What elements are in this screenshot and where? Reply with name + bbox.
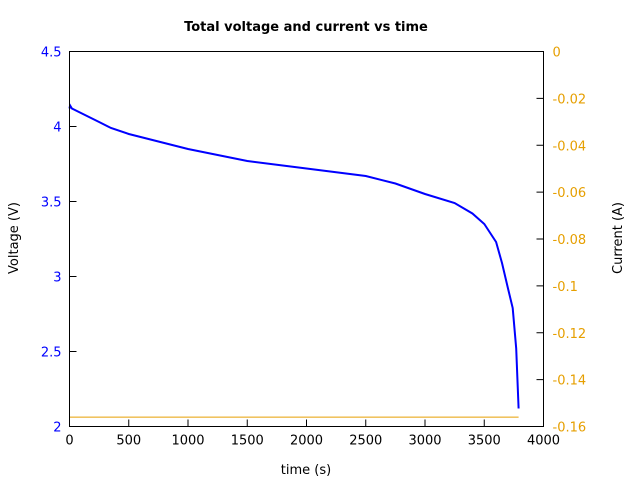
- x-tick-label: 1000: [171, 434, 204, 449]
- y-tick-label: 4.5: [41, 46, 62, 61]
- x-tick-label: 500: [116, 434, 141, 449]
- y2-tick-label: -0.04: [553, 139, 587, 154]
- y2-tick-label: -0.02: [553, 92, 587, 107]
- y2-tick-label: -0.06: [553, 186, 587, 201]
- x-tick-label: 4000: [527, 434, 560, 449]
- chart-title: Total voltage and current vs time: [184, 20, 428, 35]
- y2-tick-label: -0.12: [553, 327, 587, 342]
- x-tick-label: 2000: [290, 434, 323, 449]
- x-tick-label: 2500: [349, 434, 382, 449]
- y2-axis-label: Current (A): [611, 202, 626, 274]
- x-tick-label: 1500: [231, 434, 264, 449]
- x-axis-label: time (s): [281, 463, 331, 478]
- y2-tick-label: -0.16: [553, 421, 587, 436]
- y2-tick-label: -0.08: [553, 233, 587, 248]
- x-tick-label: 0: [65, 434, 73, 449]
- y-tick-label: 2.5: [41, 346, 62, 361]
- y-tick-label: 3.5: [41, 196, 62, 211]
- y2-tick-label: -0.14: [553, 374, 587, 389]
- x-tick-label: 3000: [408, 434, 441, 449]
- y2-tick-label: -0.1: [553, 280, 578, 295]
- y-tick-label: 4: [53, 121, 61, 136]
- y-axis-label: Voltage (V): [7, 202, 22, 274]
- x-tick-label: 3500: [468, 434, 501, 449]
- y-tick-label: 2: [53, 421, 61, 436]
- plot-frame: [69, 51, 544, 427]
- y2-tick-label: 0: [553, 46, 561, 61]
- voltage-series-line: [68, 102, 520, 409]
- y-tick-label: 3: [53, 271, 61, 286]
